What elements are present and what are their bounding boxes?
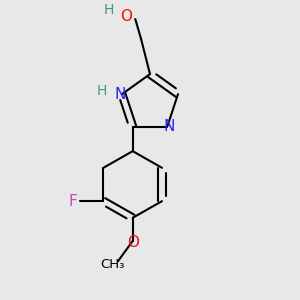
Text: N: N xyxy=(163,119,175,134)
Text: H: H xyxy=(96,84,106,98)
Text: O: O xyxy=(120,9,132,24)
Text: H: H xyxy=(103,3,114,17)
Text: F: F xyxy=(68,194,77,208)
Text: O: O xyxy=(127,235,139,250)
Text: N: N xyxy=(115,87,126,102)
Text: CH₃: CH₃ xyxy=(100,258,124,271)
